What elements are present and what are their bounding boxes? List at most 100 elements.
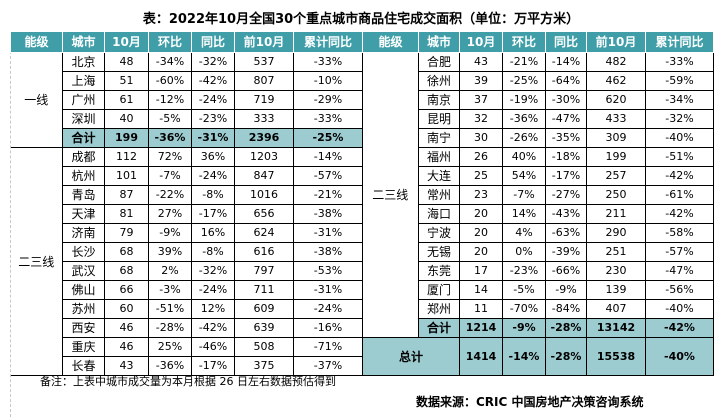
city-cell: 成都	[62, 146, 105, 167]
subtotal-row: 合计 199 -36% -31% 2396 -25%	[11, 127, 363, 148]
oct-cell: 51	[104, 70, 149, 91]
oct-cell: 39	[459, 70, 503, 91]
ytd-cell: 139	[586, 279, 646, 300]
table-row: 佛山 66 -3% -24% 711 -31%	[11, 279, 363, 300]
table-row: 上海 51 -60% -42% 807 -10%	[11, 70, 363, 91]
ytd-cell: 211	[586, 203, 646, 224]
yoy-cell: -8%	[191, 184, 235, 205]
city-cell: 重庆	[62, 336, 105, 357]
ytd-cell: 537	[234, 51, 294, 72]
ytd-yoy-cell: -21%	[293, 184, 363, 205]
mom-cell: 40%	[502, 146, 546, 167]
mom-cell: -25%	[502, 70, 546, 91]
grand-total-label: 总计	[362, 336, 460, 376]
city-cell: 武汉	[62, 260, 105, 281]
mom-cell: 14%	[502, 203, 546, 224]
oct-cell: 25	[459, 165, 503, 186]
ytd-yoy-cell: -34%	[645, 89, 714, 110]
oct-cell: 20	[459, 222, 503, 243]
yoy-cell: -30%	[545, 89, 587, 110]
table-row: 重庆 46 25% -46% 508 -71%	[11, 336, 363, 357]
yoy-cell: -42%	[191, 317, 235, 338]
oct-cell: 26	[459, 146, 503, 167]
ytd-cell: 251	[586, 241, 646, 262]
mom-cell: -14%	[502, 336, 546, 376]
table-row: 宁波 20 4% -63% 290 -58%	[363, 222, 714, 243]
grand-total-row: 总计 1414 -14% -28% 15538 -40%	[362, 336, 714, 376]
yoy-cell: -18%	[545, 146, 587, 167]
city-cell: 长沙	[62, 241, 105, 262]
oct-cell: 20	[459, 241, 503, 262]
ytd-yoy-cell: -47%	[645, 260, 714, 281]
yoy-cell: 16%	[191, 222, 235, 243]
yoy-cell: -35%	[545, 127, 587, 148]
yoy-cell: -14%	[545, 51, 587, 72]
header-city: 城市	[62, 32, 105, 53]
table-row: 深圳 40 -5% -23% 333 -33%	[11, 108, 363, 129]
mom-cell: 27%	[148, 203, 192, 224]
mom-cell: -26%	[502, 127, 546, 148]
ytd-yoy-cell: -42%	[645, 203, 714, 224]
table-row: 南宁 30 -26% -35% 309 -40%	[363, 127, 714, 148]
oct-cell: 17	[459, 260, 503, 281]
table-row: 济南 79 -9% 16% 624 -31%	[11, 222, 363, 243]
ytd-yoy-cell: -53%	[293, 260, 363, 281]
table-row: 天津 81 27% -17% 656 -38%	[11, 203, 363, 224]
mom-cell: -5%	[148, 108, 192, 129]
oct-cell: 48	[104, 51, 149, 72]
oct-cell: 61	[104, 89, 149, 110]
ytd-cell: 375	[234, 355, 294, 376]
yoy-cell: -24%	[191, 89, 235, 110]
ytd-cell: 257	[586, 165, 646, 186]
city-cell: 昆明	[418, 108, 460, 129]
oct-cell: 37	[459, 89, 503, 110]
header-yoy: 同比	[545, 32, 587, 53]
city-cell: 上海	[62, 70, 105, 91]
table-row: 武汉 68 2% -32% 797 -53%	[11, 260, 363, 281]
yoy-cell: -64%	[545, 70, 587, 91]
mom-cell: -5%	[502, 279, 546, 300]
ytd-cell: 609	[234, 298, 294, 319]
header-row: 能级 城市 10月 环比 同比 前10月 累计同比	[10, 32, 363, 53]
mom-cell: 0%	[502, 241, 546, 262]
ytd-yoy-cell: -40%	[645, 127, 714, 148]
page-break-guide-right	[713, 51, 714, 369]
oct-cell: 199	[104, 127, 149, 148]
ytd-cell: 847	[234, 165, 294, 186]
yoy-cell: -63%	[545, 222, 587, 243]
oct-cell: 1214	[459, 317, 503, 338]
ytd-cell: 616	[234, 241, 294, 262]
oct-cell: 40	[104, 108, 149, 129]
oct-cell: 43	[459, 51, 503, 72]
mom-cell: -28%	[148, 317, 192, 338]
oct-cell: 66	[104, 279, 149, 300]
oct-cell: 14	[459, 279, 503, 300]
mom-cell: -23%	[502, 260, 546, 281]
mom-cell: 25%	[148, 336, 192, 357]
ytd-cell: 333	[234, 108, 294, 129]
oct-cell: 46	[104, 317, 149, 338]
oct-cell: 32	[459, 108, 503, 129]
city-cell: 南宁	[418, 127, 460, 148]
yoy-cell: -17%	[191, 355, 235, 376]
mom-cell: 4%	[502, 222, 546, 243]
mom-cell: -9%	[502, 317, 546, 338]
left-data-table: 能级 城市 10月 环比 同比 前10月 累计同比 一线 北京 48 -34% …	[10, 32, 363, 376]
city-cell: 济南	[62, 222, 105, 243]
city-cell: 无锡	[418, 241, 460, 262]
mom-cell: -22%	[148, 184, 192, 205]
ytd-cell: 250	[586, 184, 646, 205]
ytd-yoy-cell: -31%	[293, 222, 363, 243]
header-mom: 环比	[502, 32, 546, 53]
city-cell: 深圳	[62, 108, 105, 129]
table-row: 广州 61 -12% -24% 719 -29%	[11, 89, 363, 110]
yoy-cell: 36%	[191, 146, 235, 167]
mom-cell: -12%	[148, 89, 192, 110]
ytd-yoy-cell: -51%	[645, 146, 714, 167]
mom-cell: -36%	[148, 127, 192, 148]
ytd-cell: 1203	[234, 146, 294, 167]
mom-cell: -60%	[148, 70, 192, 91]
mom-cell: -21%	[502, 51, 546, 72]
city-cell: 广州	[62, 89, 105, 110]
oct-cell: 87	[104, 184, 149, 205]
